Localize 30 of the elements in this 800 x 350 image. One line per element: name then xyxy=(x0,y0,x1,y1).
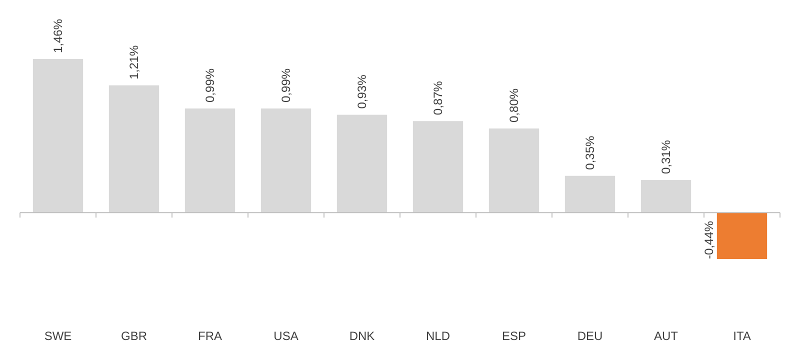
data-label: 1,21% xyxy=(127,44,141,80)
bar xyxy=(564,176,616,213)
x-tick-label: DEU xyxy=(577,329,603,343)
bar xyxy=(108,85,160,213)
data-label: 0,35% xyxy=(583,135,597,170)
bar xyxy=(184,108,236,213)
x-tick-label: USA xyxy=(274,329,298,343)
x-tick-label: ITA xyxy=(733,329,751,343)
x-tick-label: AUT xyxy=(654,329,679,343)
data-label: 0,99% xyxy=(279,68,293,102)
data-label: -0,44% xyxy=(702,220,716,259)
bar xyxy=(32,59,84,213)
data-label: 0,31% xyxy=(659,140,673,174)
data-label: 0,87% xyxy=(431,80,445,116)
data-label: 0,99% xyxy=(203,68,217,102)
x-tick-label: GBR xyxy=(120,329,148,343)
x-tick-label: SWE xyxy=(44,329,72,343)
x-tick-label: DNK xyxy=(349,329,375,343)
bar xyxy=(260,108,312,213)
data-label: 1,46% xyxy=(51,18,65,53)
x-tick-label: NLD xyxy=(426,329,450,343)
data-label: 0,80% xyxy=(507,88,521,122)
bar xyxy=(488,128,540,213)
x-tick-label: ESP xyxy=(502,329,526,343)
bar xyxy=(336,114,388,213)
x-tick-label: FRA xyxy=(198,329,222,343)
bar xyxy=(716,212,768,259)
data-label: 0,93% xyxy=(355,74,369,109)
bar xyxy=(640,180,692,213)
bar xyxy=(412,121,464,213)
